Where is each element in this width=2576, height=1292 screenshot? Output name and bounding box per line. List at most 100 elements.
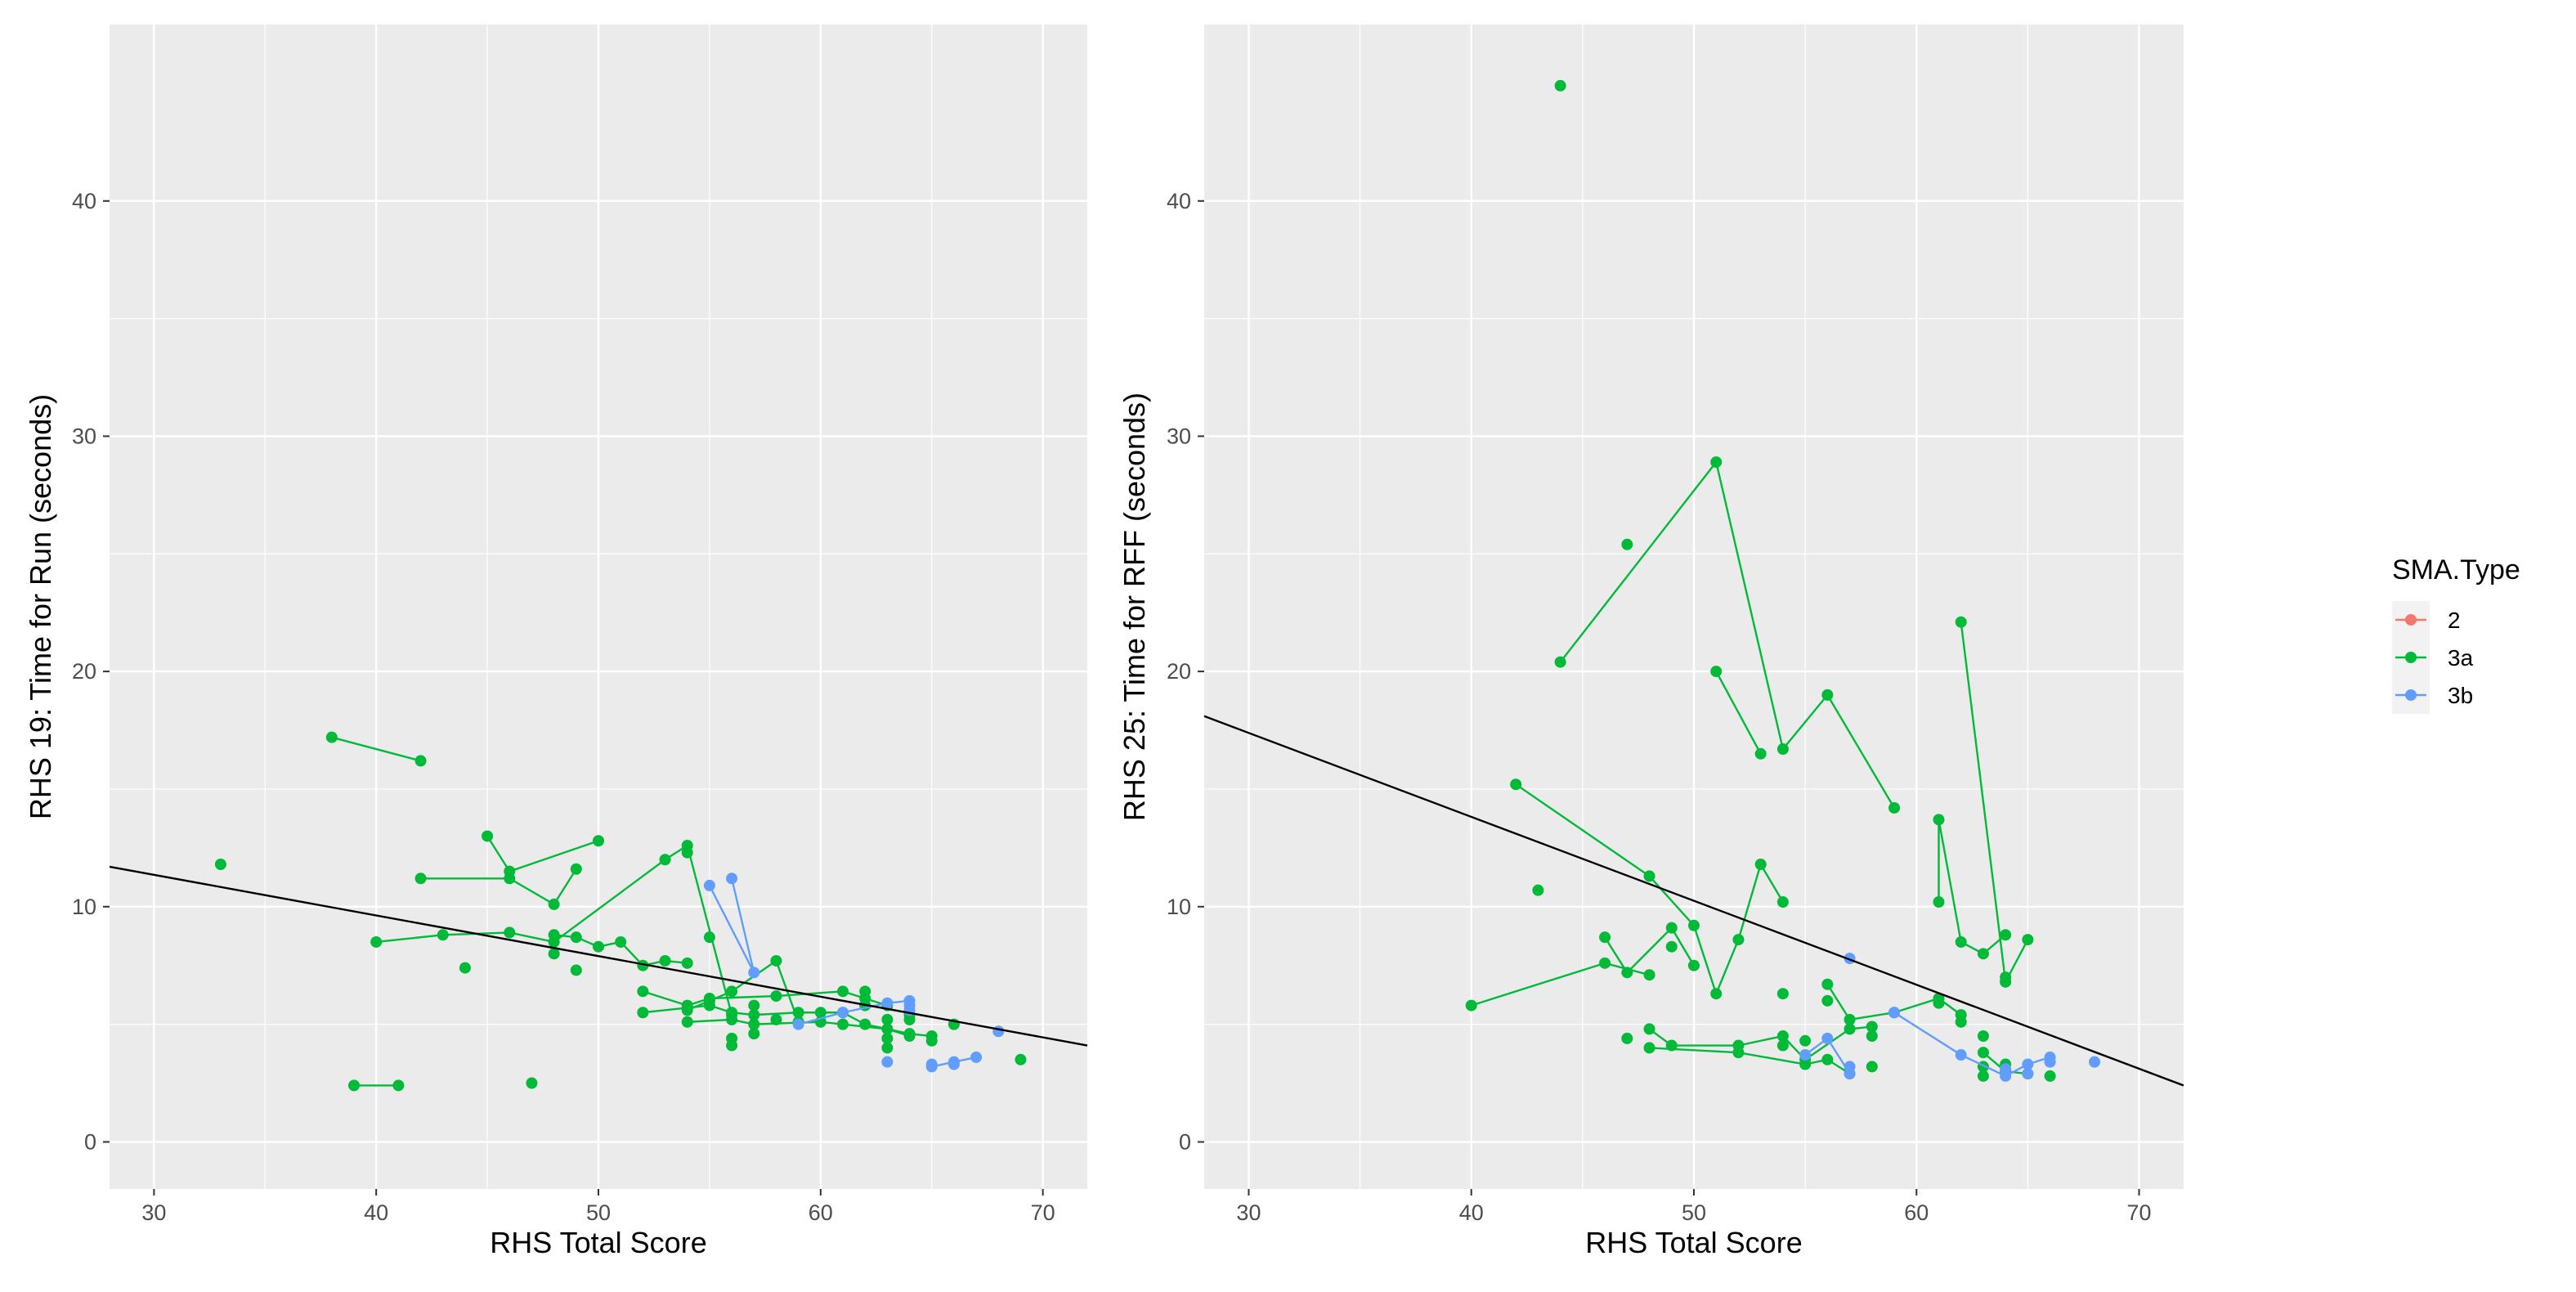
data-point-3a: [681, 846, 693, 859]
data-point-3b: [881, 997, 894, 1009]
data-point-3a: [1754, 747, 1767, 760]
y-tick-label: 10: [72, 895, 96, 919]
series-line-3a: [1559, 460, 1829, 751]
data-point-3a: [1621, 1032, 1633, 1044]
x-tick-label: 30: [141, 1200, 166, 1225]
data-point-3b: [2000, 1063, 2012, 1075]
data-point-3a: [1799, 1058, 1812, 1070]
x-tick-label: 30: [1236, 1200, 1261, 1225]
data-point-3a: [859, 1018, 871, 1030]
data-point-3a: [1821, 689, 1834, 701]
data-point-3b: [2022, 1058, 2034, 1070]
data-point-3a: [637, 985, 649, 998]
series-line-3a: [1938, 819, 2006, 955]
data-point-3a: [859, 985, 871, 998]
data-point-3b: [1844, 1061, 1856, 1073]
data-point-3a: [1710, 988, 1723, 1000]
data-point-3a: [1888, 801, 1901, 814]
legend-key-dot-3b: [2405, 689, 2417, 701]
legend-title: SMA.Type: [2392, 554, 2520, 585]
y-axis-title: RHS 19: Time for Run (seconds): [24, 394, 57, 819]
x-tick-label: 70: [2127, 1200, 2152, 1225]
y-tick-label: 30: [1167, 424, 1191, 448]
data-point-3b: [1888, 1007, 1901, 1019]
data-point-3a: [1643, 870, 1655, 882]
legend-item-2: 2: [2392, 601, 2461, 639]
data-point-3a: [1643, 969, 1655, 981]
data-point-3a: [1754, 859, 1767, 871]
data-point-3b: [970, 1051, 983, 1063]
y-tick-label: 40: [1167, 189, 1191, 213]
data-point-3a: [414, 873, 427, 885]
data-point-3a: [1688, 919, 1700, 931]
data-point-3a: [482, 830, 494, 842]
data-point-3a: [1554, 656, 1566, 668]
data-point-3a: [726, 1013, 738, 1025]
x-tick-label: 40: [1459, 1200, 1484, 1225]
data-point-3a: [526, 1077, 538, 1089]
x-axis-title: RHS Total Score: [1585, 1226, 1802, 1259]
data-point-3a: [659, 854, 671, 866]
data-point-3a: [2000, 929, 2012, 941]
data-point-3a: [570, 931, 582, 944]
y-tick-label: 30: [72, 424, 96, 448]
data-point-3a: [459, 962, 471, 974]
series-line-3a: [1826, 694, 1896, 809]
data-point-3a: [1710, 666, 1723, 678]
data-point-3a: [748, 1028, 760, 1040]
data-point-3a: [2022, 934, 2034, 946]
data-point-3a: [837, 1018, 849, 1030]
data-point-3a: [593, 835, 604, 847]
data-point-3b: [925, 1058, 938, 1070]
y-axis-title: RHS 25: Time for RFF (seconds): [1118, 393, 1151, 821]
legend-key-dot-3a: [2405, 652, 2417, 663]
series-line-3b: [730, 877, 755, 973]
data-point-3a: [770, 990, 782, 1003]
y-tick-label: 20: [72, 659, 96, 684]
series-line-3a: [331, 736, 421, 762]
data-point-3a: [903, 1013, 916, 1025]
data-point-3a: [1821, 994, 1834, 1007]
data-point-3a: [570, 863, 582, 875]
data-point-3a: [1510, 778, 1522, 791]
data-point-3a: [1977, 1030, 1989, 1043]
data-point-3b: [881, 1056, 894, 1068]
data-point-3a: [504, 926, 516, 939]
data-point-3b: [1821, 1032, 1834, 1044]
data-point-3b: [1955, 1049, 1967, 1061]
data-point-3a: [1866, 1030, 1878, 1043]
y-tick-label: 40: [72, 189, 96, 213]
data-point-3a: [437, 929, 449, 941]
legend-label-2: 2: [2448, 608, 2461, 633]
left-chart-panel: 30 40 50 60 70 0 10 20 30 40 RHS Total Score RHS 19…: [24, 25, 1088, 1259]
data-point-3a: [1643, 1042, 1655, 1054]
data-point-3a: [681, 1016, 693, 1028]
data-point-3a: [726, 985, 738, 998]
data-point-3a: [1665, 1039, 1678, 1052]
data-point-3b: [748, 967, 760, 979]
data-point-3a: [1844, 1023, 1856, 1035]
data-point-3a: [1643, 1023, 1655, 1035]
y-tick-label: 20: [1167, 659, 1191, 684]
data-point-3a: [1821, 978, 1834, 990]
data-point-3a: [1732, 934, 1745, 946]
y-tick-label: 0: [84, 1129, 96, 1154]
data-point-3a: [681, 1004, 693, 1016]
data-point-3a: [1710, 456, 1723, 469]
data-point-3a: [325, 731, 338, 743]
data-point-3a: [570, 964, 582, 976]
data-point-3a: [814, 1007, 827, 1019]
data-point-3a: [1732, 1047, 1745, 1059]
data-point-3b: [792, 1018, 804, 1030]
data-point-3a: [770, 1013, 782, 1025]
series-line-3b: [798, 999, 910, 1025]
data-point-3a: [726, 1039, 738, 1052]
data-point-3b: [992, 1025, 1005, 1038]
data-point-3a: [1776, 743, 1789, 756]
data-point-3b: [837, 1007, 849, 1019]
data-point-3a: [1977, 1047, 1989, 1059]
data-point-3a: [548, 929, 560, 941]
series-line-3a: [1604, 926, 1696, 975]
data-point-3a: [881, 1042, 894, 1054]
